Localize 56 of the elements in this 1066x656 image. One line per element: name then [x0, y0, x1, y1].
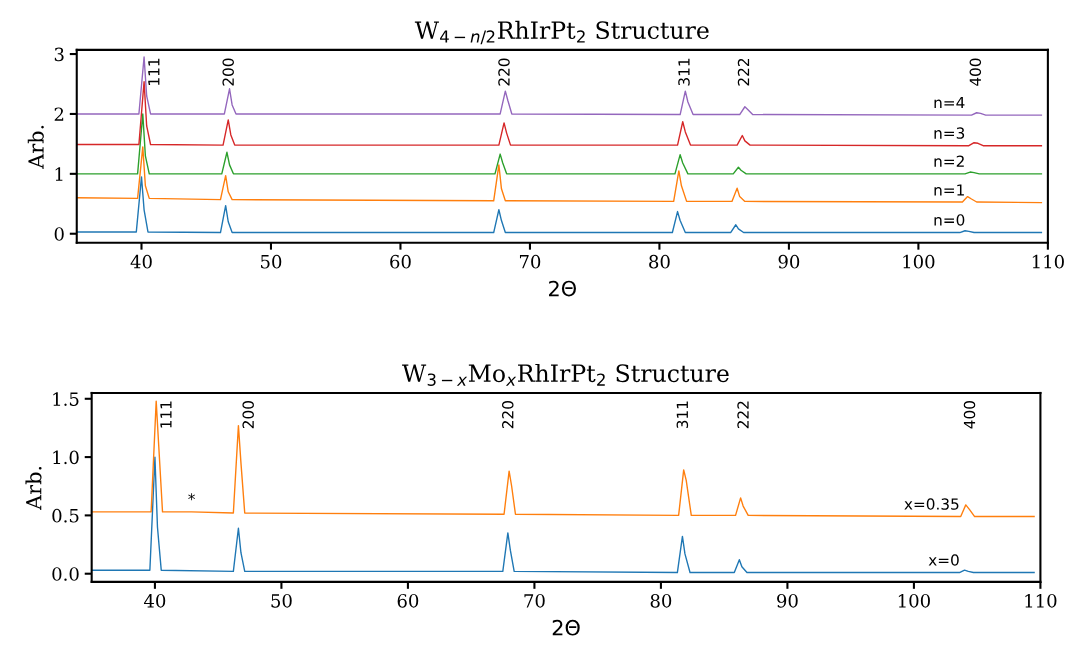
- x-tick-label: 40: [143, 594, 166, 608]
- y-tick-label: 1: [55, 167, 63, 181]
- annotation: 311: [676, 401, 689, 429]
- annotation: 400: [969, 58, 982, 86]
- y-axis-title: Arb.: [27, 125, 44, 169]
- y-tick-label: 1.0: [53, 450, 79, 465]
- x-tick-label: 50: [261, 254, 282, 269]
- y-tick-label: 0.5: [52, 508, 79, 523]
- y-axis-title: Arb.: [25, 466, 42, 511]
- chart-title: W$_{3−x}$Mo$_{x}$RhIrPt$_{2}$ Structure: [402, 363, 729, 386]
- line-series: [76, 146, 1043, 204]
- x-tick-label: 70: [524, 594, 545, 608]
- x-tick-label: 80: [649, 254, 670, 269]
- series-label: x=0: [928, 554, 959, 566]
- x-axis-title: 2Θ: [549, 280, 576, 297]
- annotation: 111: [160, 401, 172, 428]
- line-series: [91, 456, 1035, 574]
- series-label: n=1: [934, 184, 964, 196]
- annotation: 111: [148, 58, 160, 85]
- y-tick-label: 0.0: [52, 567, 79, 581]
- line-series: [76, 113, 1043, 175]
- x-tick-label: 90: [778, 254, 800, 269]
- annotation: 220: [502, 401, 514, 429]
- series-label: n=0: [934, 214, 965, 226]
- x-tick-label: 70: [519, 254, 541, 269]
- x-tick-label: 60: [390, 254, 411, 269]
- chart-title: W$_{4−n/2}$RhIrPt$_{2}$ Structure: [414, 20, 709, 45]
- series-label: n=4: [934, 96, 965, 109]
- series-label: n=2: [934, 155, 964, 167]
- y-tick-label: 3: [54, 47, 64, 62]
- x-tick-label: 100: [903, 254, 935, 269]
- x-tick-label: 50: [271, 594, 292, 608]
- annotation: *: [188, 493, 195, 501]
- y-tick-label: 0: [54, 227, 64, 241]
- line-series: [76, 176, 1043, 234]
- x-tick-label: 60: [397, 594, 419, 608]
- x-tick-label: 110: [1025, 594, 1057, 608]
- series-label: n=3: [934, 127, 965, 139]
- annotation: 222: [737, 58, 750, 86]
- x-tick-label: 90: [777, 594, 798, 608]
- annotation: 200: [242, 401, 254, 429]
- x-tick-label: 100: [898, 594, 930, 608]
- annotation: 220: [498, 58, 510, 86]
- annotation: 311: [678, 58, 690, 86]
- annotation: 222: [737, 401, 749, 429]
- y-tick-label: 2: [54, 107, 64, 121]
- y-tick-label: 1.5: [53, 392, 79, 406]
- annotation: 200: [222, 58, 234, 86]
- x-tick-label: 110: [1032, 254, 1064, 269]
- line-series: [91, 400, 1035, 518]
- x-tick-label: 80: [650, 594, 672, 608]
- line-series: [76, 56, 1043, 116]
- x-tick-label: 40: [130, 254, 152, 269]
- series-label: x=0.35: [904, 498, 959, 510]
- annotation: 400: [963, 401, 976, 429]
- x-axis-title: 2Θ: [552, 619, 580, 636]
